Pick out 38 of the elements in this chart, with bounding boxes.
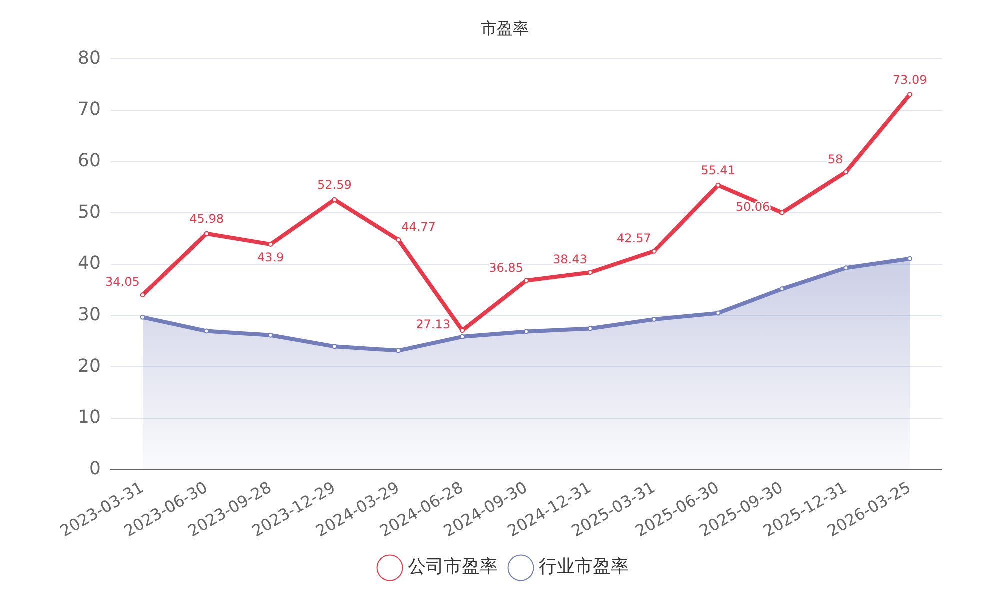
y-tick-label: 40 xyxy=(78,253,101,274)
data-label: 44.77 xyxy=(402,220,436,234)
point xyxy=(268,242,274,248)
point xyxy=(780,286,785,292)
point xyxy=(780,210,785,216)
data-label: 73.09 xyxy=(892,72,928,87)
data-label: 36.85 xyxy=(489,260,524,275)
point xyxy=(332,197,338,202)
data-label: 27.13 xyxy=(416,318,451,332)
y-tick-label: 10 xyxy=(78,407,101,428)
legend-label: 公司市盈率 xyxy=(408,556,498,578)
chart-title: 市盈率 xyxy=(481,18,529,38)
data-label: 52.59 xyxy=(317,178,352,192)
point xyxy=(844,170,849,175)
y-tick-label: 60 xyxy=(78,150,101,172)
y-tick-label: 80 xyxy=(78,48,101,69)
point xyxy=(140,314,146,320)
data-label: 43.9 xyxy=(257,250,284,265)
data-label: 58 xyxy=(828,152,844,166)
y-tick-label: 20 xyxy=(78,356,101,377)
point xyxy=(908,92,913,98)
y-tick-label: 70 xyxy=(78,99,101,120)
point xyxy=(396,238,402,243)
data-label: 55.41 xyxy=(701,164,736,178)
data-label: 34.05 xyxy=(106,275,140,290)
y-tick-label: 50 xyxy=(78,202,101,223)
point xyxy=(204,231,210,236)
y-tick-label: 0 xyxy=(89,458,101,480)
data-label: 38.43 xyxy=(553,252,588,267)
point xyxy=(140,292,146,298)
point xyxy=(716,182,721,188)
point xyxy=(652,248,657,254)
point xyxy=(908,256,913,262)
data-label: 45.98 xyxy=(190,212,224,226)
data-label: 42.57 xyxy=(616,231,652,246)
point xyxy=(524,278,529,284)
legend-label: 行业市盈率 xyxy=(539,556,629,578)
y-tick-label: 30 xyxy=(78,304,101,326)
